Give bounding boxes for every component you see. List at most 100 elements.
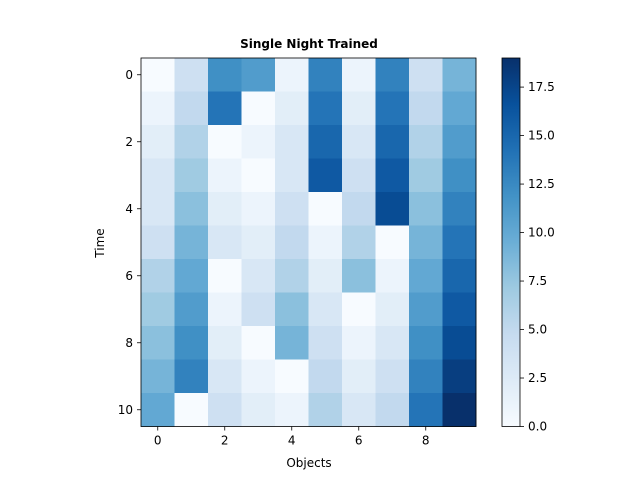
heatmap-cell: [208, 192, 242, 226]
heatmap-cell: [308, 158, 343, 193]
heatmap-cell: [308, 292, 343, 327]
heatmap-cell: [308, 259, 343, 293]
heatmap-cell: [208, 393, 242, 427]
heatmap-cell: [208, 225, 242, 260]
heatmap-cell: [342, 259, 376, 293]
heatmap-cell: [174, 359, 209, 394]
heatmap-cell: [308, 58, 343, 92]
plot-frame: [140, 57, 477, 427]
heatmap-cell: [241, 326, 276, 360]
heatmap-cell: [174, 91, 209, 126]
heatmap-cell: [141, 359, 175, 394]
heatmap-cell: [409, 58, 443, 92]
heatmap-cell: [308, 326, 343, 360]
heatmap-cell: [241, 91, 276, 126]
heatmap-cell: [442, 192, 477, 226]
heatmap-cell: [275, 158, 309, 193]
colorbar-tick-label: 17.5: [528, 80, 555, 94]
heatmap-cell: [308, 192, 343, 226]
heatmap-cell: [308, 225, 343, 260]
heatmap-cell: [174, 225, 209, 260]
heatmap-cell: [241, 359, 276, 394]
heatmap-cells: [141, 58, 477, 427]
heatmap-cell: [342, 192, 376, 226]
heatmap-cell: [442, 158, 477, 193]
heatmap-cell: [141, 125, 175, 159]
heatmap-cell: [409, 158, 443, 193]
heatmap-cell: [342, 359, 376, 394]
heatmap-cell: [442, 393, 477, 427]
y-tick-label: 0: [125, 68, 133, 82]
heatmap-cell: [174, 158, 209, 193]
heatmap-cell: [342, 393, 376, 427]
y-axis-label: Time: [93, 228, 107, 258]
heatmap-cell: [442, 125, 477, 159]
heatmap-cell: [208, 91, 242, 126]
heatmap-cell: [308, 359, 343, 394]
heatmap-cell: [442, 326, 477, 360]
heatmap-cell: [409, 259, 443, 293]
heatmap-cell: [442, 58, 477, 92]
x-tick-label: 4: [288, 434, 296, 448]
heatmap-cell: [308, 125, 343, 159]
heatmap-cell: [241, 192, 276, 226]
colorbar-tick-label: 7.5: [528, 274, 547, 288]
heatmap-cell: [208, 259, 242, 293]
heatmap-cell: [241, 125, 276, 159]
heatmap-cell: [208, 359, 242, 394]
heatmap-cell: [174, 125, 209, 159]
y-tick-label: 6: [125, 269, 133, 283]
heatmap-cell: [308, 393, 343, 427]
colorbar-tick-label: 0.0: [528, 420, 547, 434]
heatmap-cell: [375, 292, 410, 327]
colorbar: [502, 58, 520, 427]
heatmap-cell: [409, 225, 443, 260]
heatmap-cell: [208, 125, 242, 159]
heatmap-cell: [141, 259, 175, 293]
heatmap-cell: [275, 192, 309, 226]
heatmap-cell: [141, 225, 175, 260]
y-tick-label: 8: [125, 336, 133, 350]
heatmap-cell: [375, 192, 410, 226]
heatmap-cell: [342, 58, 376, 92]
heatmap-cell: [174, 393, 209, 427]
colorbar-tick-label: 12.5: [528, 177, 555, 191]
y-axis-ticks: 0 2 4 6 8 10: [118, 68, 141, 417]
heatmap-cell: [174, 292, 209, 327]
heatmap-cell: [375, 393, 410, 427]
y-tick-label: 10: [118, 403, 133, 417]
y-tick-label: 2: [125, 135, 133, 149]
heatmap-cell: [141, 292, 175, 327]
heatmap-cell: [241, 393, 276, 427]
heatmap-cell: [442, 359, 477, 394]
heatmap-cell: [409, 292, 443, 327]
heatmap-cell: [375, 91, 410, 126]
heatmap-cell: [208, 292, 242, 327]
heatmap-cell: [275, 259, 309, 293]
heatmap-cell: [342, 91, 376, 126]
x-tick-label: 6: [355, 434, 363, 448]
heatmap-cell: [442, 91, 477, 126]
heatmap-cell: [442, 225, 477, 260]
heatmap-cell: [275, 58, 309, 92]
heatmap-cell: [275, 326, 309, 360]
x-tick-label: 8: [422, 434, 430, 448]
heatmap-cell: [174, 326, 209, 360]
heatmap-cell: [409, 125, 443, 159]
x-axis-ticks: 0 2 4 6 8: [154, 426, 430, 448]
heatmap-cell: [208, 58, 242, 92]
heatmap-cell: [409, 359, 443, 394]
heatmap-cell: [275, 91, 309, 126]
heatmap-cell: [141, 393, 175, 427]
heatmap-cell: [141, 158, 175, 193]
heatmap-cell: [241, 292, 276, 327]
heatmap-cell: [342, 292, 376, 327]
heatmap-cell: [174, 58, 209, 92]
heatmap-cell: [342, 225, 376, 260]
colorbar-tick-label: 15.0: [528, 129, 555, 143]
heatmap-cell: [208, 158, 242, 193]
heatmap-cell: [141, 326, 175, 360]
heatmap-cell: [275, 125, 309, 159]
y-tick-label: 4: [125, 202, 133, 216]
